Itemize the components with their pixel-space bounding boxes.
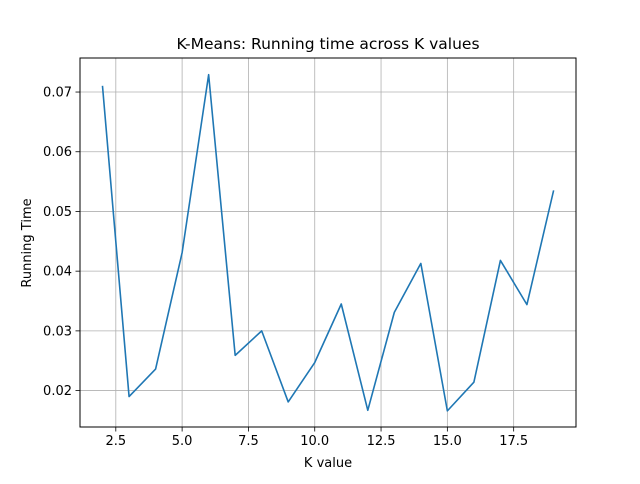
- data-point: [419, 262, 422, 265]
- data-point: [393, 311, 396, 314]
- data-point: [260, 329, 263, 332]
- x-tick-label: 17.5: [499, 434, 528, 449]
- y-tick-label: 0.02: [43, 384, 72, 399]
- y-tick-label: 0.06: [43, 145, 72, 160]
- y-tick-label: 0.03: [43, 324, 72, 339]
- data-point: [101, 85, 104, 88]
- data-point: [525, 303, 528, 306]
- data-point: [340, 303, 343, 306]
- data-point: [181, 251, 184, 254]
- x-tick-label: 10.0: [300, 434, 329, 449]
- data-point: [552, 190, 555, 193]
- data-point: [154, 368, 157, 371]
- data-point: [128, 395, 131, 398]
- data-point: [499, 259, 502, 262]
- x-tick-label: 5.0: [172, 434, 193, 449]
- x-tick-label: 12.5: [367, 434, 396, 449]
- y-axis-label: Running Time: [20, 198, 35, 287]
- y-axis-ticks: 0.02 0.03 0.04 0.05 0.06 0.07: [43, 86, 80, 399]
- chart-title: K-Means: Running time across K values: [176, 35, 479, 53]
- y-tick-label: 0.04: [43, 265, 72, 280]
- data-point: [446, 409, 449, 412]
- series-line: [101, 73, 555, 412]
- data-point: [313, 361, 316, 364]
- data-point: [287, 400, 290, 403]
- data-point: [366, 409, 369, 412]
- x-axis-label: K value: [304, 456, 352, 471]
- y-tick-label: 0.05: [43, 205, 72, 220]
- x-axis-ticks: 2.5 5.0 7.5 10.0 12.5 15.0 17.5: [105, 427, 528, 449]
- x-tick-label: 7.5: [238, 434, 259, 449]
- grid-lines: [80, 58, 576, 427]
- plot-area-frame: [79, 57, 577, 428]
- data-point: [207, 73, 210, 76]
- y-tick-label: 0.07: [43, 86, 72, 101]
- data-point: [234, 354, 237, 357]
- series-layer: [101, 73, 555, 412]
- data-point: [472, 381, 475, 384]
- x-tick-label: 15.0: [433, 434, 462, 449]
- x-tick-label: 2.5: [105, 434, 126, 449]
